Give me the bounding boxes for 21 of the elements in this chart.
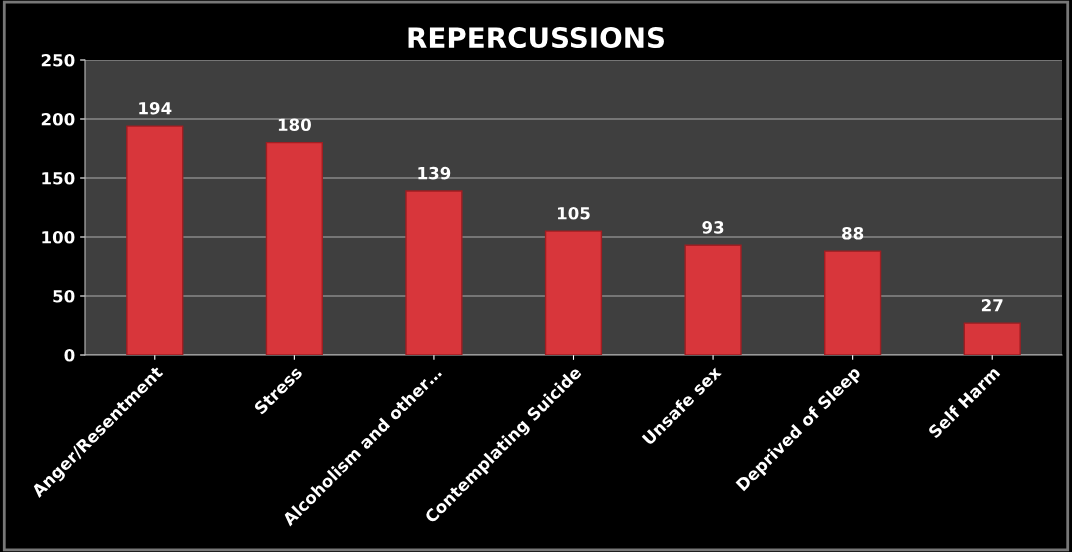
y-tick-label: 50	[53, 289, 75, 303]
bar	[963, 322, 1021, 355]
data-label: 194	[139, 101, 172, 115]
bar	[265, 141, 323, 355]
data-label: 105	[557, 206, 590, 220]
y-tick-label: 100	[42, 230, 75, 244]
data-label: 93	[702, 221, 724, 234]
bar	[684, 244, 742, 355]
y-tick-label: 0	[64, 348, 75, 362]
y-tick-label: 150	[42, 171, 75, 185]
bar	[126, 125, 184, 355]
y-tick-label: 200	[41, 112, 75, 126]
data-label: 27	[981, 298, 1003, 312]
bar	[405, 190, 463, 355]
chart-title: REPERCUSSIONS	[408, 27, 664, 49]
y-tick-label: 250	[41, 53, 75, 67]
bar	[824, 250, 882, 355]
bar	[544, 230, 603, 355]
data-label: 88	[842, 226, 864, 240]
data-label: 180	[278, 118, 311, 132]
data-label: 139	[418, 166, 451, 180]
